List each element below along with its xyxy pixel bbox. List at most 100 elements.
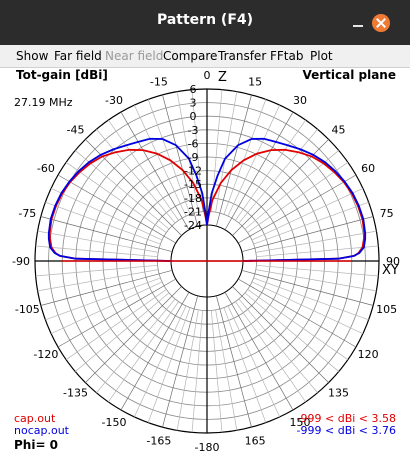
series-cap.out-left — [48, 148, 208, 262]
grid-spoke — [224, 292, 294, 411]
grid-spoke — [224, 111, 294, 230]
grid-spoke — [35, 245, 158, 258]
grid-spoke — [215, 309, 238, 431]
radial-tick-label: 0 — [190, 110, 197, 123]
grid-spoke — [247, 162, 349, 233]
grid-spoke — [96, 298, 176, 393]
grid-spoke — [57, 174, 176, 244]
grid-spoke — [241, 216, 374, 253]
close-icon[interactable] — [372, 14, 390, 32]
grid-spoke — [247, 289, 349, 360]
grid-spoke — [85, 286, 182, 383]
grid-spoke — [215, 94, 252, 227]
menu-plot[interactable]: Plot — [310, 49, 333, 63]
grid-spoke — [162, 94, 199, 227]
angle-tick-label: -165 — [146, 435, 171, 448]
minimize-icon[interactable] — [349, 14, 367, 30]
angle-tick-label: -135 — [63, 387, 88, 400]
grid-spoke — [176, 309, 199, 431]
radial-tick-label: -18 — [184, 192, 202, 205]
grid-spoke — [223, 307, 267, 423]
grid-spoke — [35, 264, 158, 277]
menu-near-field[interactable]: Near field — [105, 49, 164, 63]
grid-spoke — [238, 298, 318, 393]
angle-tick-label: -15 — [150, 75, 168, 88]
grid-spoke — [50, 281, 163, 335]
grid-spoke — [57, 278, 176, 348]
grid-spoke — [176, 91, 199, 213]
grid-spoke — [255, 269, 377, 292]
angle-tick-label: 150 — [290, 416, 311, 429]
angle-tick-label: -90 — [12, 255, 30, 268]
grid-spoke — [96, 129, 176, 224]
radial-tick-label: -3 — [188, 124, 199, 137]
grid-spoke — [65, 162, 167, 233]
angle-tick-label: 165 — [245, 435, 266, 448]
angle-tick-label: -180 — [195, 441, 220, 454]
grid-spoke — [191, 310, 204, 433]
menu-compare[interactable]: Compare — [163, 49, 218, 63]
radial-tick-label: -24 — [184, 219, 202, 232]
menu-transfer[interactable]: Transfer — [218, 49, 267, 63]
grid-spoke — [147, 99, 191, 215]
grid-spoke — [133, 104, 187, 217]
series-nocap.out-right — [206, 137, 367, 262]
grid-spoke — [133, 305, 187, 418]
angle-tick-label: 60 — [361, 162, 375, 175]
angle-tick-label: -60 — [37, 162, 55, 175]
grid-spoke — [210, 310, 223, 433]
grid-spoke — [37, 230, 159, 253]
grid-spoke — [256, 264, 379, 277]
grid-spoke — [232, 139, 329, 236]
menu-far-field[interactable]: Far field — [54, 49, 102, 63]
angle-tick-label: 135 — [328, 387, 349, 400]
grid-spoke — [120, 111, 190, 230]
angle-tick-label: -105 — [15, 303, 40, 316]
grid-spoke — [227, 104, 281, 217]
grid-spoke — [256, 245, 379, 258]
angle-tick-label: -45 — [66, 123, 84, 136]
grid-spoke — [223, 99, 267, 215]
grid-spoke — [40, 216, 173, 253]
angle-tick-label: -75 — [18, 207, 36, 220]
grid-spoke — [255, 230, 377, 253]
legend-file-nocap: nocap.out — [14, 424, 70, 437]
plane-label: Vertical plane — [302, 68, 396, 82]
angle-tick-label: 120 — [358, 348, 379, 361]
grid-spoke — [238, 174, 357, 244]
grid-spoke — [40, 269, 173, 306]
grid-spoke — [244, 292, 339, 372]
angle-labels: 0 153045607590105120135150165-180-165-150… — [12, 69, 400, 454]
menu-fftab[interactable]: FFtab — [270, 49, 304, 63]
title-bar[interactable]: Pattern (F4) — [0, 0, 410, 45]
grid-spoke — [75, 292, 170, 372]
grid-spoke — [238, 278, 357, 348]
angle-tick-label: 90 — [386, 255, 400, 268]
grid-spoke — [253, 201, 369, 245]
grid-spoke — [227, 305, 281, 418]
grid-spoke — [235, 119, 306, 221]
pattern-plot: 0 15 30 45 60 75 90 105 120 135 150 165 -180 -165 -150… — [0, 67, 410, 464]
menu-show[interactable]: Show — [16, 49, 49, 63]
series-nocap.out-left — [47, 137, 208, 262]
angle-tick-label: 105 — [376, 303, 397, 316]
grid-spoke — [251, 281, 364, 335]
radial-tick-label: -15 — [184, 178, 202, 191]
radial-tick-label: -21 — [184, 205, 202, 218]
grid-spoke — [162, 295, 199, 428]
grid-spoke — [253, 277, 369, 321]
grid-spoke — [50, 187, 163, 241]
polar-chart: 0 153045607590105120135150165-180-165-150… — [12, 68, 400, 454]
radial-tick-label: 6 — [190, 83, 197, 96]
menu-bar: Show Far field Near field Compare Transf… — [0, 45, 410, 68]
grid-spoke — [215, 295, 252, 428]
pattern-series — [47, 137, 367, 262]
series-cap.out-right — [206, 148, 366, 262]
grid-spoke — [120, 292, 190, 411]
grid-spoke — [238, 129, 318, 224]
legend-range-nocap: -999 < dBi < 3.76 — [297, 424, 396, 437]
radial-tick-label: -12 — [184, 165, 202, 178]
xy-axis-label: XY — [382, 263, 399, 278]
angle-tick-label: 45 — [332, 123, 346, 136]
